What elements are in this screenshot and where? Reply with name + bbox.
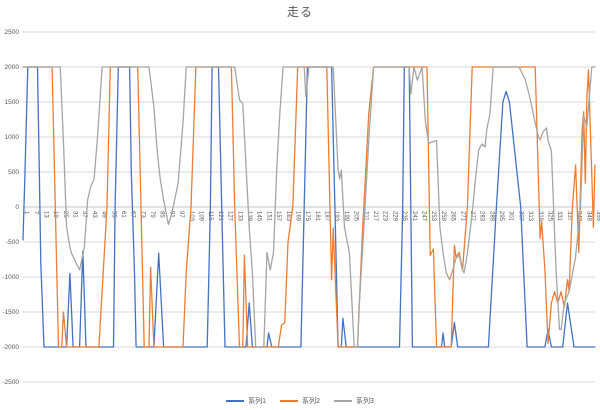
y-axis-tick-label: 2000 [5,64,20,71]
x-axis-tick-label: 229 [391,211,397,222]
x-axis-tick-label: 97 [178,211,184,218]
x-axis-tick-label: 265 [450,211,456,222]
x-axis-tick-label: 349 [585,211,591,222]
x-axis-tick-label: 127 [227,211,233,222]
x-axis-tick-label: 151 [265,211,271,222]
x-axis-tick-label: 43 [91,211,97,218]
y-axis-tick-label: 1000 [5,134,20,141]
x-axis-tick-label: 253 [430,211,436,222]
x-axis-tick-label: 217 [372,211,378,222]
y-axis-tick-label: 2500 [5,29,20,36]
x-axis-tick-label: 343 [576,211,582,222]
x-axis-tick-label: 133 [236,211,242,222]
x-axis-tick-label: 283 [479,211,485,222]
x-axis-tick-label: 259 [440,211,446,222]
legend-item-2[interactable]: 系列2 [280,396,320,406]
x-axis-tick-label: 187 [324,211,330,222]
x-axis-tick-label: 313 [527,211,533,222]
x-axis-tick-label: 7 [33,211,39,215]
x-axis-tick-label: 55 [110,211,116,218]
legend-item-3[interactable]: 系列3 [333,396,374,406]
x-axis-tick-label: 199 [343,211,349,222]
x-axis-tick-label: 355 [595,211,600,222]
x-axis-tick-label: 73 [139,211,145,218]
x-axis-tick-label: 223 [382,211,388,222]
y-axis-tick-label: 0 [15,204,19,211]
y-axis-tick-label: -500 [6,239,19,246]
x-axis-tick-label: 157 [275,211,281,222]
legend-label: 系列1 [248,398,267,405]
x-axis-tick-label: 1 [23,211,29,215]
x-axis-tick-label: 85 [159,211,165,218]
chart-title[interactable]: 走る [286,5,313,19]
y-axis-tick-label: -1500 [2,309,19,316]
x-axis-tick-label: 331 [556,211,562,222]
legend-line-swatch [226,400,245,402]
x-axis-tick-label: 25 [62,211,68,218]
y-axis-tick-label: -2500 [2,379,19,386]
legend-item-1[interactable]: 系列1 [226,396,266,406]
x-axis-tick-label: 205 [353,211,359,222]
series-line-3[interactable] [22,66,596,348]
x-axis-tick-label: 307 [517,211,523,222]
y-axis-tick-label: 1500 [5,99,20,106]
x-axis-tick-label: 325 [547,211,553,222]
y-axis-tick-label: 500 [8,169,19,176]
x-axis-tick-label: 301 [508,211,514,222]
x-axis-tick-label: 181 [314,211,320,222]
x-axis-tick-label: 241 [411,211,417,222]
x-axis-tick-label: 295 [498,211,504,222]
x-axis-tick-label: 61 [120,211,126,218]
x-axis-tick-label: 211 [362,211,368,221]
legend-line-swatch [280,400,299,402]
x-axis-tick-label: 163 [285,211,291,222]
x-axis-tick-label: 175 [304,211,310,222]
legend: 系列1 系列2 系列3 [0,396,600,406]
x-axis-tick-label: 247 [420,211,426,222]
x-axis-tick-label: 289 [488,211,494,222]
y-axis-tick-label: -1000 [2,274,19,281]
x-axis-tick-label: 31 [71,211,77,218]
series-line-1[interactable] [22,66,596,348]
x-axis-tick-label: 79 [149,211,155,218]
x-axis-tick-label: 235 [401,211,407,222]
x-axis-tick-label: 145 [256,211,262,222]
x-axis-tick-label: 271 [459,211,465,222]
x-axis-tick-label: 37 [81,211,87,218]
x-axis-tick-label: 13 [42,211,48,218]
x-axis-tick-label: 337 [566,211,572,222]
y-axis-tick-label: -2000 [2,344,19,351]
legend-line-swatch [333,400,352,402]
x-axis-tick-label: 169 [294,211,300,222]
x-axis-tick-label: 49 [101,211,107,218]
legend-label: 系列2 [302,398,320,405]
x-axis-tick-label: 121 [217,211,223,222]
x-axis-tick-label: 109 [198,211,204,222]
x-axis-tick-label: 193 [333,211,339,222]
legend-label: 系列3 [355,398,374,405]
